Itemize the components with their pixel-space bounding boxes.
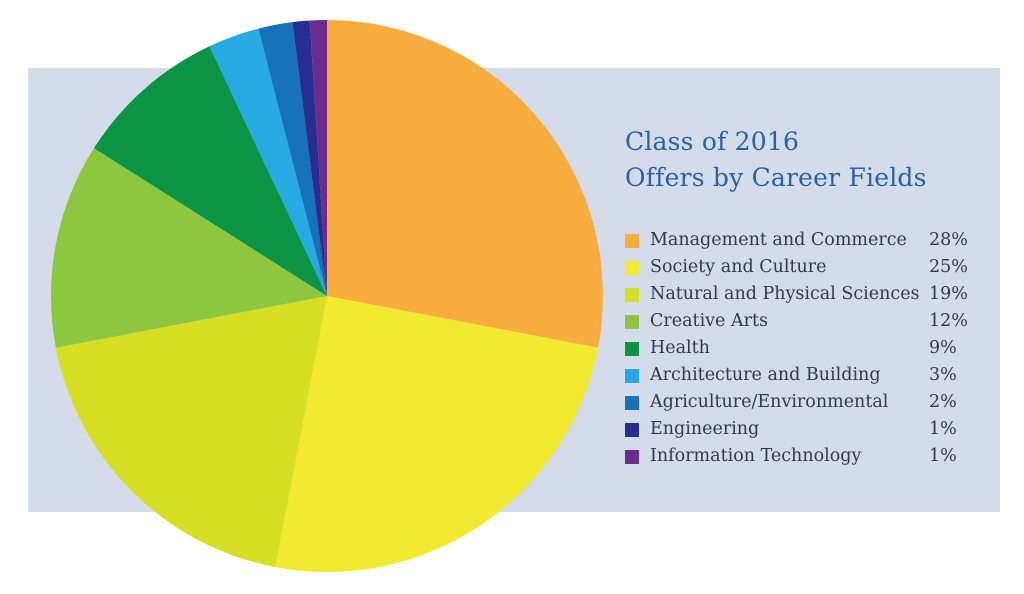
legend-swatch <box>625 261 639 275</box>
legend-item: Information Technology 1% <box>625 443 975 470</box>
legend-item: Creative Arts 12% <box>625 308 975 335</box>
pie-slice <box>309 20 327 296</box>
legend-swatch <box>625 288 639 302</box>
pie-slice <box>327 20 603 348</box>
legend-label: Society and Culture <box>650 257 827 277</box>
legend-label: Agriculture/Environmental <box>650 392 889 412</box>
legend-item: Engineering 1% <box>625 416 975 443</box>
legend-swatch <box>625 315 639 329</box>
legend-swatch <box>625 342 639 356</box>
pie-slice <box>292 20 327 297</box>
pie-slice <box>50 148 327 348</box>
legend-item: Society and Culture 25% <box>625 254 975 281</box>
legend-swatch <box>625 396 639 410</box>
legend-item: Architecture and Building 3% <box>625 362 975 389</box>
legend-item: Agriculture/Environmental 2% <box>625 389 975 416</box>
pie-slice <box>93 46 328 297</box>
legend-item: Natural and Physical Sciences 19% <box>625 281 975 308</box>
legend-value: 3% <box>929 365 957 385</box>
legend-item: Management and Commerce 28% <box>625 227 975 254</box>
legend-value: 1% <box>929 446 957 466</box>
pie-slice <box>209 28 327 296</box>
legend-value: 2% <box>929 392 957 412</box>
chart-title: Class of 2016 <box>625 127 800 156</box>
legend-item: Health 9% <box>625 335 975 362</box>
legend-value: 12% <box>929 311 968 331</box>
legend-label: Engineering <box>650 419 760 439</box>
pie-slice <box>258 22 327 297</box>
legend-swatch <box>625 450 639 464</box>
legend-label: Natural and Physical Sciences <box>650 284 920 304</box>
chart-title-block: Class of 2016 Offers by Career Fields <box>625 124 927 196</box>
legend-value: 19% <box>929 284 968 304</box>
legend-value: 1% <box>929 419 957 439</box>
legend-swatch <box>625 369 639 383</box>
legend: Management and Commerce 28% Society and … <box>625 227 975 470</box>
legend-label: Information Technology <box>650 446 862 466</box>
pie-slice <box>55 296 327 568</box>
legend-label: Health <box>650 338 710 358</box>
legend-label: Architecture and Building <box>650 365 881 385</box>
legend-label: Management and Commerce <box>650 230 907 250</box>
pie-slice <box>275 296 599 573</box>
legend-swatch <box>625 234 639 248</box>
legend-label: Creative Arts <box>650 311 768 331</box>
chart-subtitle: Offers by Career Fields <box>625 163 927 192</box>
legend-swatch <box>625 423 639 437</box>
legend-value: 28% <box>929 230 968 250</box>
legend-value: 25% <box>929 257 968 277</box>
legend-value: 9% <box>929 338 957 358</box>
